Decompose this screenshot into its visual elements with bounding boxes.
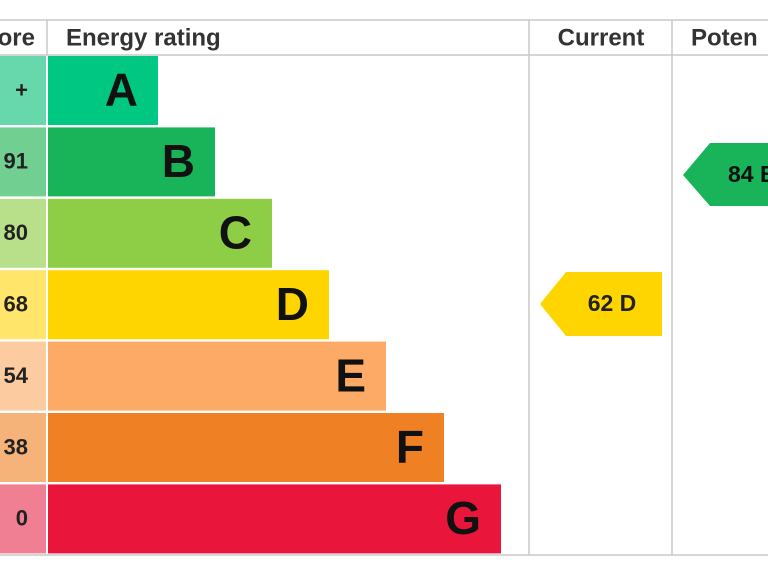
score-label: 91: [4, 149, 28, 174]
rating-header: Energy rating: [66, 24, 221, 51]
score-label: 0: [16, 506, 28, 531]
potential-arrow: [683, 143, 768, 206]
band-bar: [48, 413, 444, 482]
band-bar: [48, 56, 158, 125]
current-label: 62 D: [588, 290, 637, 316]
score-cell: [0, 413, 46, 482]
score-cell: [0, 127, 46, 197]
score-label: +: [15, 77, 28, 102]
score-header: ore: [0, 24, 35, 51]
frame: [0, 19, 768, 556]
current-arrow: [540, 272, 662, 336]
score-label: 54: [4, 363, 29, 388]
band-letter: A: [105, 64, 138, 116]
band-letter: G: [445, 492, 481, 544]
band-bar: [48, 198, 272, 268]
band-bar: [48, 127, 215, 197]
band-letter: C: [219, 206, 252, 258]
band-letter: B: [162, 135, 195, 187]
potential-label: 84 B: [728, 161, 768, 187]
score-label: 68: [4, 292, 28, 317]
band-bar: [48, 270, 329, 340]
score-cell: [0, 56, 46, 125]
score-cell: [0, 484, 46, 554]
band-bar: [48, 484, 501, 554]
score-cell: [0, 198, 46, 268]
band-letter: E: [335, 349, 366, 401]
potential-header: Poten: [691, 24, 758, 51]
current-header: Current: [558, 24, 645, 51]
score-label: 38: [4, 434, 28, 459]
score-cell: [0, 341, 46, 411]
score-cell: [0, 270, 46, 340]
band-bar: [48, 341, 386, 411]
band-letter: F: [396, 421, 424, 473]
score-label: 80: [4, 220, 28, 245]
band-letter: D: [276, 278, 309, 330]
bands: + A 91 B 80 C 68 D 54 E 38 F 0 G: [0, 56, 501, 554]
